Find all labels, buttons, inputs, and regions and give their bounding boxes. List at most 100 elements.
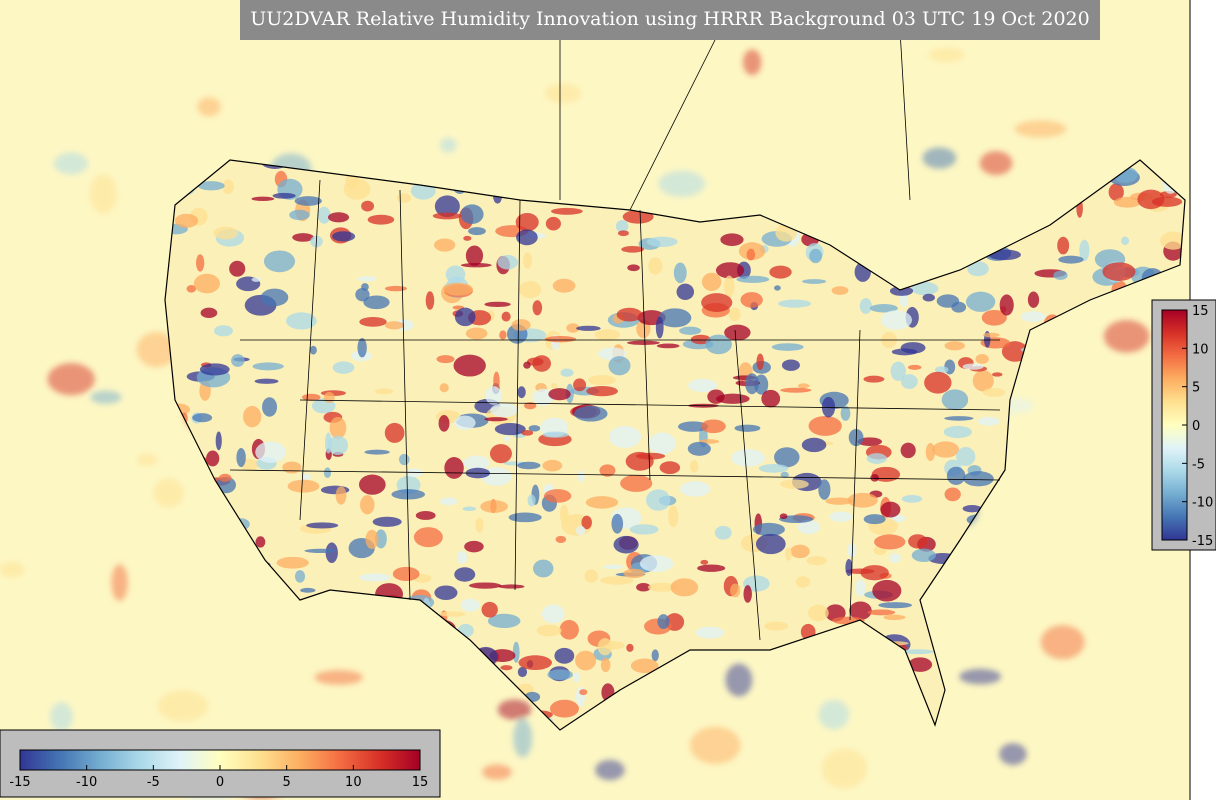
blob (797, 383, 810, 389)
blob (579, 689, 588, 696)
blob (594, 329, 621, 341)
blob (547, 669, 573, 681)
blob (725, 663, 753, 697)
blob (314, 670, 363, 685)
blob (306, 522, 339, 529)
blob (485, 386, 503, 405)
blob (597, 638, 613, 656)
blob (1020, 311, 1046, 322)
blob (900, 649, 934, 655)
blob (282, 461, 302, 474)
blob (327, 435, 349, 456)
blob (600, 576, 634, 585)
blob (367, 214, 395, 225)
blob (724, 324, 751, 341)
blob (251, 277, 261, 282)
blob (323, 392, 335, 403)
blob (438, 415, 450, 432)
blob (700, 419, 726, 434)
blob (463, 235, 472, 241)
blob (475, 517, 484, 533)
blob (361, 283, 369, 291)
blob (432, 212, 462, 220)
tick-label: 15 (1192, 304, 1209, 319)
blob (222, 179, 234, 195)
blob (355, 287, 370, 302)
blob (795, 576, 811, 588)
blob (647, 582, 677, 592)
blob (532, 300, 543, 316)
blob (90, 390, 122, 404)
blob (512, 641, 520, 663)
tick-label: -15 (1192, 534, 1213, 549)
blob (548, 388, 571, 401)
blob (575, 525, 586, 536)
blob (860, 565, 889, 581)
blob (720, 233, 744, 246)
blob (928, 47, 965, 63)
blob (272, 192, 296, 199)
blob (818, 479, 831, 500)
blob (847, 492, 878, 508)
blob (384, 285, 408, 292)
blob (740, 292, 763, 308)
blob (595, 759, 625, 781)
blob (251, 196, 275, 201)
blob (252, 362, 284, 371)
blob (384, 321, 404, 330)
blob (1108, 183, 1124, 201)
blob (774, 447, 800, 468)
blob (780, 387, 812, 393)
blob (551, 383, 558, 389)
blob (901, 494, 923, 503)
blob (213, 226, 239, 240)
blob (728, 307, 741, 322)
blob (676, 283, 695, 301)
blob (206, 450, 220, 467)
blob (229, 260, 246, 277)
blob (460, 204, 484, 224)
blob (982, 332, 1000, 338)
blob (255, 536, 266, 548)
blob (962, 363, 984, 370)
blob (453, 354, 486, 377)
blob (444, 457, 464, 479)
blob (705, 334, 732, 355)
blob (745, 373, 759, 395)
blob (89, 174, 117, 214)
blob (808, 415, 842, 436)
blob (482, 764, 512, 780)
blob (462, 506, 477, 512)
blob (517, 461, 541, 470)
blob (655, 316, 664, 339)
blob (888, 553, 901, 563)
blob (516, 229, 538, 246)
blob (951, 301, 967, 313)
blob (707, 389, 725, 404)
blob (523, 252, 532, 269)
tick-label: -10 (1192, 496, 1213, 511)
blob (734, 424, 761, 432)
blob (687, 441, 711, 456)
blob (924, 371, 952, 394)
blob (874, 534, 906, 550)
blob (690, 460, 699, 473)
blob (425, 291, 435, 310)
blob (944, 416, 974, 421)
blob (465, 245, 484, 266)
blob (501, 311, 511, 322)
blob (573, 378, 587, 392)
blob (630, 658, 659, 674)
blob (625, 451, 654, 471)
blob (515, 212, 539, 232)
blob (572, 672, 580, 683)
blob (197, 97, 221, 117)
blob (831, 286, 849, 295)
blob (730, 583, 741, 598)
blob (908, 657, 933, 672)
blob (963, 471, 994, 487)
blob (192, 413, 213, 423)
blob (454, 307, 476, 327)
blob (197, 181, 225, 191)
blob (656, 343, 680, 349)
